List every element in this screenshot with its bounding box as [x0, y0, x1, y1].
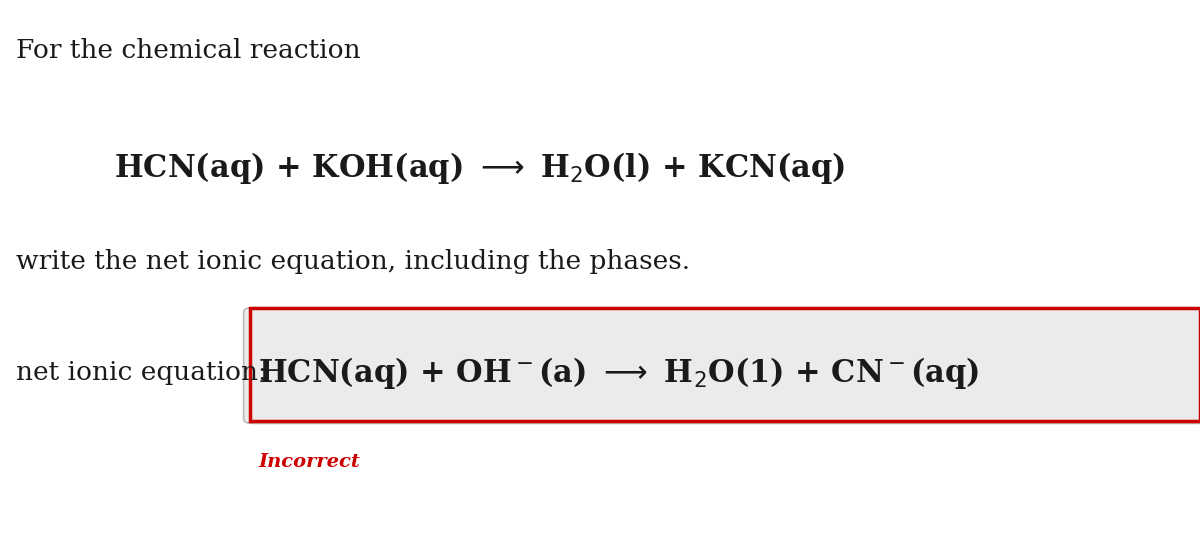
Text: write the net ionic equation, including the phases.: write the net ionic equation, including … [16, 249, 690, 274]
Text: For the chemical reaction: For the chemical reaction [16, 38, 360, 63]
Text: net ionic equation:: net ionic equation: [16, 360, 266, 385]
FancyBboxPatch shape [244, 308, 1200, 423]
Text: Incorrect: Incorrect [258, 453, 360, 471]
Text: HCN(aq) + KOH(aq) $\longrightarrow$ H$_2$O(l) + KCN(aq): HCN(aq) + KOH(aq) $\longrightarrow$ H$_2… [114, 150, 846, 186]
Text: HCN(aq) + OH$^-$(a) $\longrightarrow$ H$_2$O(1) + CN$^-$(aq): HCN(aq) + OH$^-$(a) $\longrightarrow$ H$… [258, 354, 979, 391]
